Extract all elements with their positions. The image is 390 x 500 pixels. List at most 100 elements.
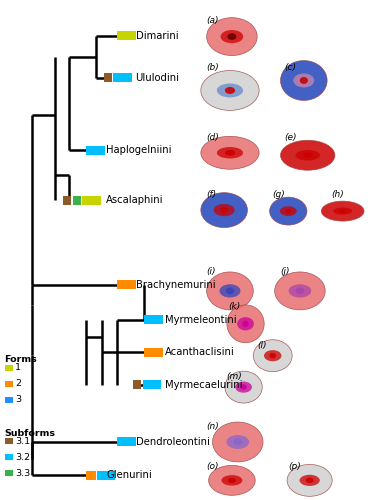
- Text: Forms: Forms: [5, 354, 37, 364]
- Ellipse shape: [240, 384, 247, 390]
- Bar: [117, 280, 136, 289]
- Text: (d): (d): [207, 133, 220, 142]
- Ellipse shape: [201, 70, 259, 110]
- Ellipse shape: [293, 74, 314, 88]
- Text: 1: 1: [15, 363, 21, 372]
- Ellipse shape: [296, 288, 304, 294]
- Ellipse shape: [220, 284, 241, 298]
- Ellipse shape: [300, 475, 320, 486]
- Ellipse shape: [269, 353, 276, 358]
- Ellipse shape: [225, 87, 235, 94]
- Bar: [86, 471, 96, 480]
- Bar: [142, 380, 161, 389]
- Ellipse shape: [300, 77, 308, 84]
- Ellipse shape: [233, 438, 242, 446]
- Ellipse shape: [287, 464, 332, 496]
- Text: Glenurini: Glenurini: [106, 470, 152, 480]
- Ellipse shape: [264, 350, 282, 362]
- Ellipse shape: [217, 147, 243, 158]
- Ellipse shape: [289, 284, 311, 298]
- Text: Acanthaclisini: Acanthaclisini: [165, 347, 234, 357]
- Bar: [63, 196, 71, 204]
- Bar: [5, 380, 13, 386]
- Bar: [5, 438, 13, 444]
- Ellipse shape: [237, 317, 254, 330]
- Ellipse shape: [306, 478, 314, 483]
- Text: (k): (k): [228, 302, 240, 312]
- Text: (n): (n): [207, 422, 220, 431]
- Ellipse shape: [201, 136, 259, 169]
- Ellipse shape: [303, 152, 312, 158]
- Bar: [5, 470, 13, 476]
- Text: Dimarini: Dimarini: [136, 30, 178, 40]
- Bar: [5, 364, 13, 370]
- Text: Brachynemurini: Brachynemurini: [136, 280, 215, 290]
- Text: (j): (j): [280, 268, 290, 276]
- Text: Subforms: Subforms: [5, 428, 56, 438]
- Text: (p): (p): [288, 462, 301, 471]
- Bar: [113, 74, 132, 82]
- Ellipse shape: [285, 208, 292, 214]
- Text: (i): (i): [207, 268, 216, 276]
- Ellipse shape: [222, 475, 243, 486]
- Ellipse shape: [235, 382, 252, 392]
- Ellipse shape: [217, 84, 243, 98]
- Ellipse shape: [296, 150, 320, 160]
- Bar: [82, 196, 101, 204]
- Text: Myrmeleontini: Myrmeleontini: [165, 315, 236, 325]
- Text: (f): (f): [207, 190, 217, 199]
- Ellipse shape: [339, 210, 346, 213]
- Text: (o): (o): [207, 462, 219, 471]
- Bar: [117, 438, 136, 446]
- Ellipse shape: [226, 435, 249, 449]
- Bar: [73, 196, 81, 204]
- Ellipse shape: [280, 206, 297, 216]
- Bar: [5, 396, 13, 402]
- Ellipse shape: [226, 288, 234, 294]
- Ellipse shape: [221, 30, 243, 43]
- Bar: [133, 380, 141, 389]
- Ellipse shape: [214, 204, 235, 216]
- Ellipse shape: [207, 18, 257, 56]
- Text: Ascalaphini: Ascalaphini: [106, 195, 164, 205]
- Bar: [86, 146, 105, 155]
- Text: 3.1: 3.1: [15, 437, 30, 446]
- Text: (e): (e): [284, 133, 297, 142]
- Bar: [5, 454, 13, 460]
- Text: (a): (a): [207, 16, 219, 24]
- Text: 2: 2: [15, 379, 21, 388]
- Text: 3: 3: [15, 395, 21, 404]
- Ellipse shape: [321, 201, 364, 221]
- Ellipse shape: [227, 34, 236, 40]
- Text: Myrmecaelurini: Myrmecaelurini: [165, 380, 242, 390]
- Text: 3.3: 3.3: [15, 469, 30, 478]
- Ellipse shape: [253, 340, 292, 372]
- Text: (m): (m): [226, 372, 242, 380]
- Text: (h): (h): [331, 190, 344, 199]
- Text: (g): (g): [273, 190, 285, 199]
- Bar: [144, 348, 163, 356]
- Ellipse shape: [213, 422, 263, 462]
- Ellipse shape: [242, 320, 249, 327]
- Text: Haplogelniini: Haplogelniini: [106, 146, 172, 156]
- Ellipse shape: [225, 371, 262, 403]
- Ellipse shape: [225, 150, 235, 156]
- Ellipse shape: [209, 466, 255, 496]
- Text: Ululodini: Ululodini: [136, 73, 179, 83]
- Text: 3.2: 3.2: [15, 453, 30, 462]
- Bar: [104, 74, 112, 82]
- Ellipse shape: [207, 272, 253, 310]
- Text: (l): (l): [257, 340, 267, 349]
- Ellipse shape: [280, 140, 335, 170]
- Ellipse shape: [201, 192, 248, 228]
- Ellipse shape: [228, 478, 236, 483]
- Text: Dendroleontini: Dendroleontini: [136, 437, 209, 447]
- Ellipse shape: [269, 197, 307, 225]
- Text: (c): (c): [284, 63, 296, 72]
- Ellipse shape: [220, 207, 228, 213]
- Bar: [144, 316, 163, 324]
- Bar: [97, 471, 115, 480]
- Text: (b): (b): [207, 63, 220, 72]
- Ellipse shape: [333, 208, 352, 214]
- Ellipse shape: [275, 272, 325, 310]
